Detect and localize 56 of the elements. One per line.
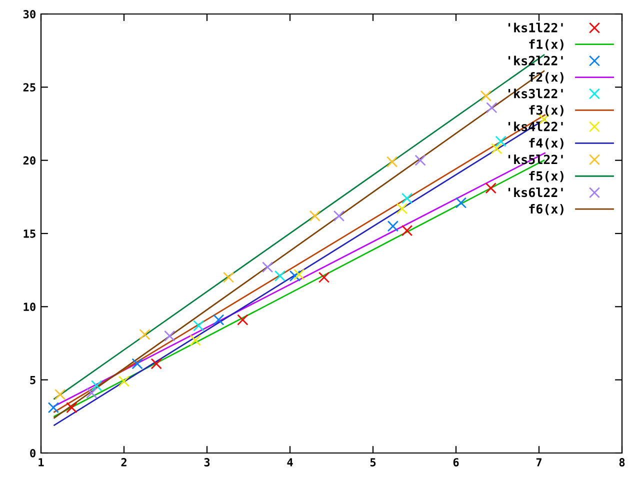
x-tick-label: 8	[619, 458, 625, 466]
legend-label: f4(x)	[529, 138, 564, 150]
point	[401, 192, 413, 204]
point	[491, 143, 502, 154]
point	[480, 90, 492, 102]
legend-label: f5(x)	[529, 171, 564, 182]
legend-label: f1(x)	[529, 39, 564, 50]
point	[387, 220, 399, 232]
x-tick-label: 2	[121, 458, 126, 466]
y-tick-label: 25	[23, 83, 36, 92]
x-tick-label: 5	[370, 458, 376, 466]
point	[262, 262, 274, 273]
x-tick-label: 7	[536, 458, 542, 466]
point	[86, 387, 98, 399]
point	[48, 402, 60, 414]
y-tick-label: 10	[24, 302, 36, 312]
point	[485, 182, 496, 194]
point	[91, 380, 102, 392]
point	[294, 268, 305, 280]
x-tick-label: 6	[453, 458, 459, 466]
point	[237, 314, 248, 326]
point	[66, 402, 78, 414]
point	[396, 203, 408, 214]
point	[401, 224, 413, 236]
point	[150, 358, 162, 370]
point	[132, 358, 143, 370]
point	[318, 272, 330, 284]
legend-label: 'ks6l22'	[508, 187, 563, 198]
x-tick-label: 1	[38, 458, 44, 466]
point	[118, 376, 130, 387]
legend-label: f6(x)	[529, 204, 564, 216]
y-tick-label: 0	[30, 448, 36, 458]
point	[190, 334, 201, 346]
y-tick-label: 20	[23, 156, 36, 165]
x-tick-label: 3	[204, 458, 210, 466]
point	[414, 154, 426, 166]
y-tick-label: 5	[30, 376, 36, 384]
legend-label: 'ks1l22'	[508, 22, 563, 32]
point	[333, 210, 345, 222]
point	[222, 272, 234, 284]
point	[486, 102, 498, 114]
legend-label: f3(x)	[529, 105, 564, 116]
point	[54, 388, 66, 400]
point	[455, 197, 467, 208]
point	[495, 136, 506, 147]
y-tick-label: 30	[23, 10, 36, 18]
point	[213, 314, 224, 326]
x-tick-label: 4	[287, 458, 293, 466]
point	[193, 320, 204, 332]
point	[289, 270, 301, 282]
point	[274, 270, 286, 282]
y-tick-label: 15	[24, 230, 36, 238]
point	[309, 210, 321, 222]
point	[386, 156, 398, 168]
point	[139, 328, 150, 340]
point	[164, 330, 176, 342]
